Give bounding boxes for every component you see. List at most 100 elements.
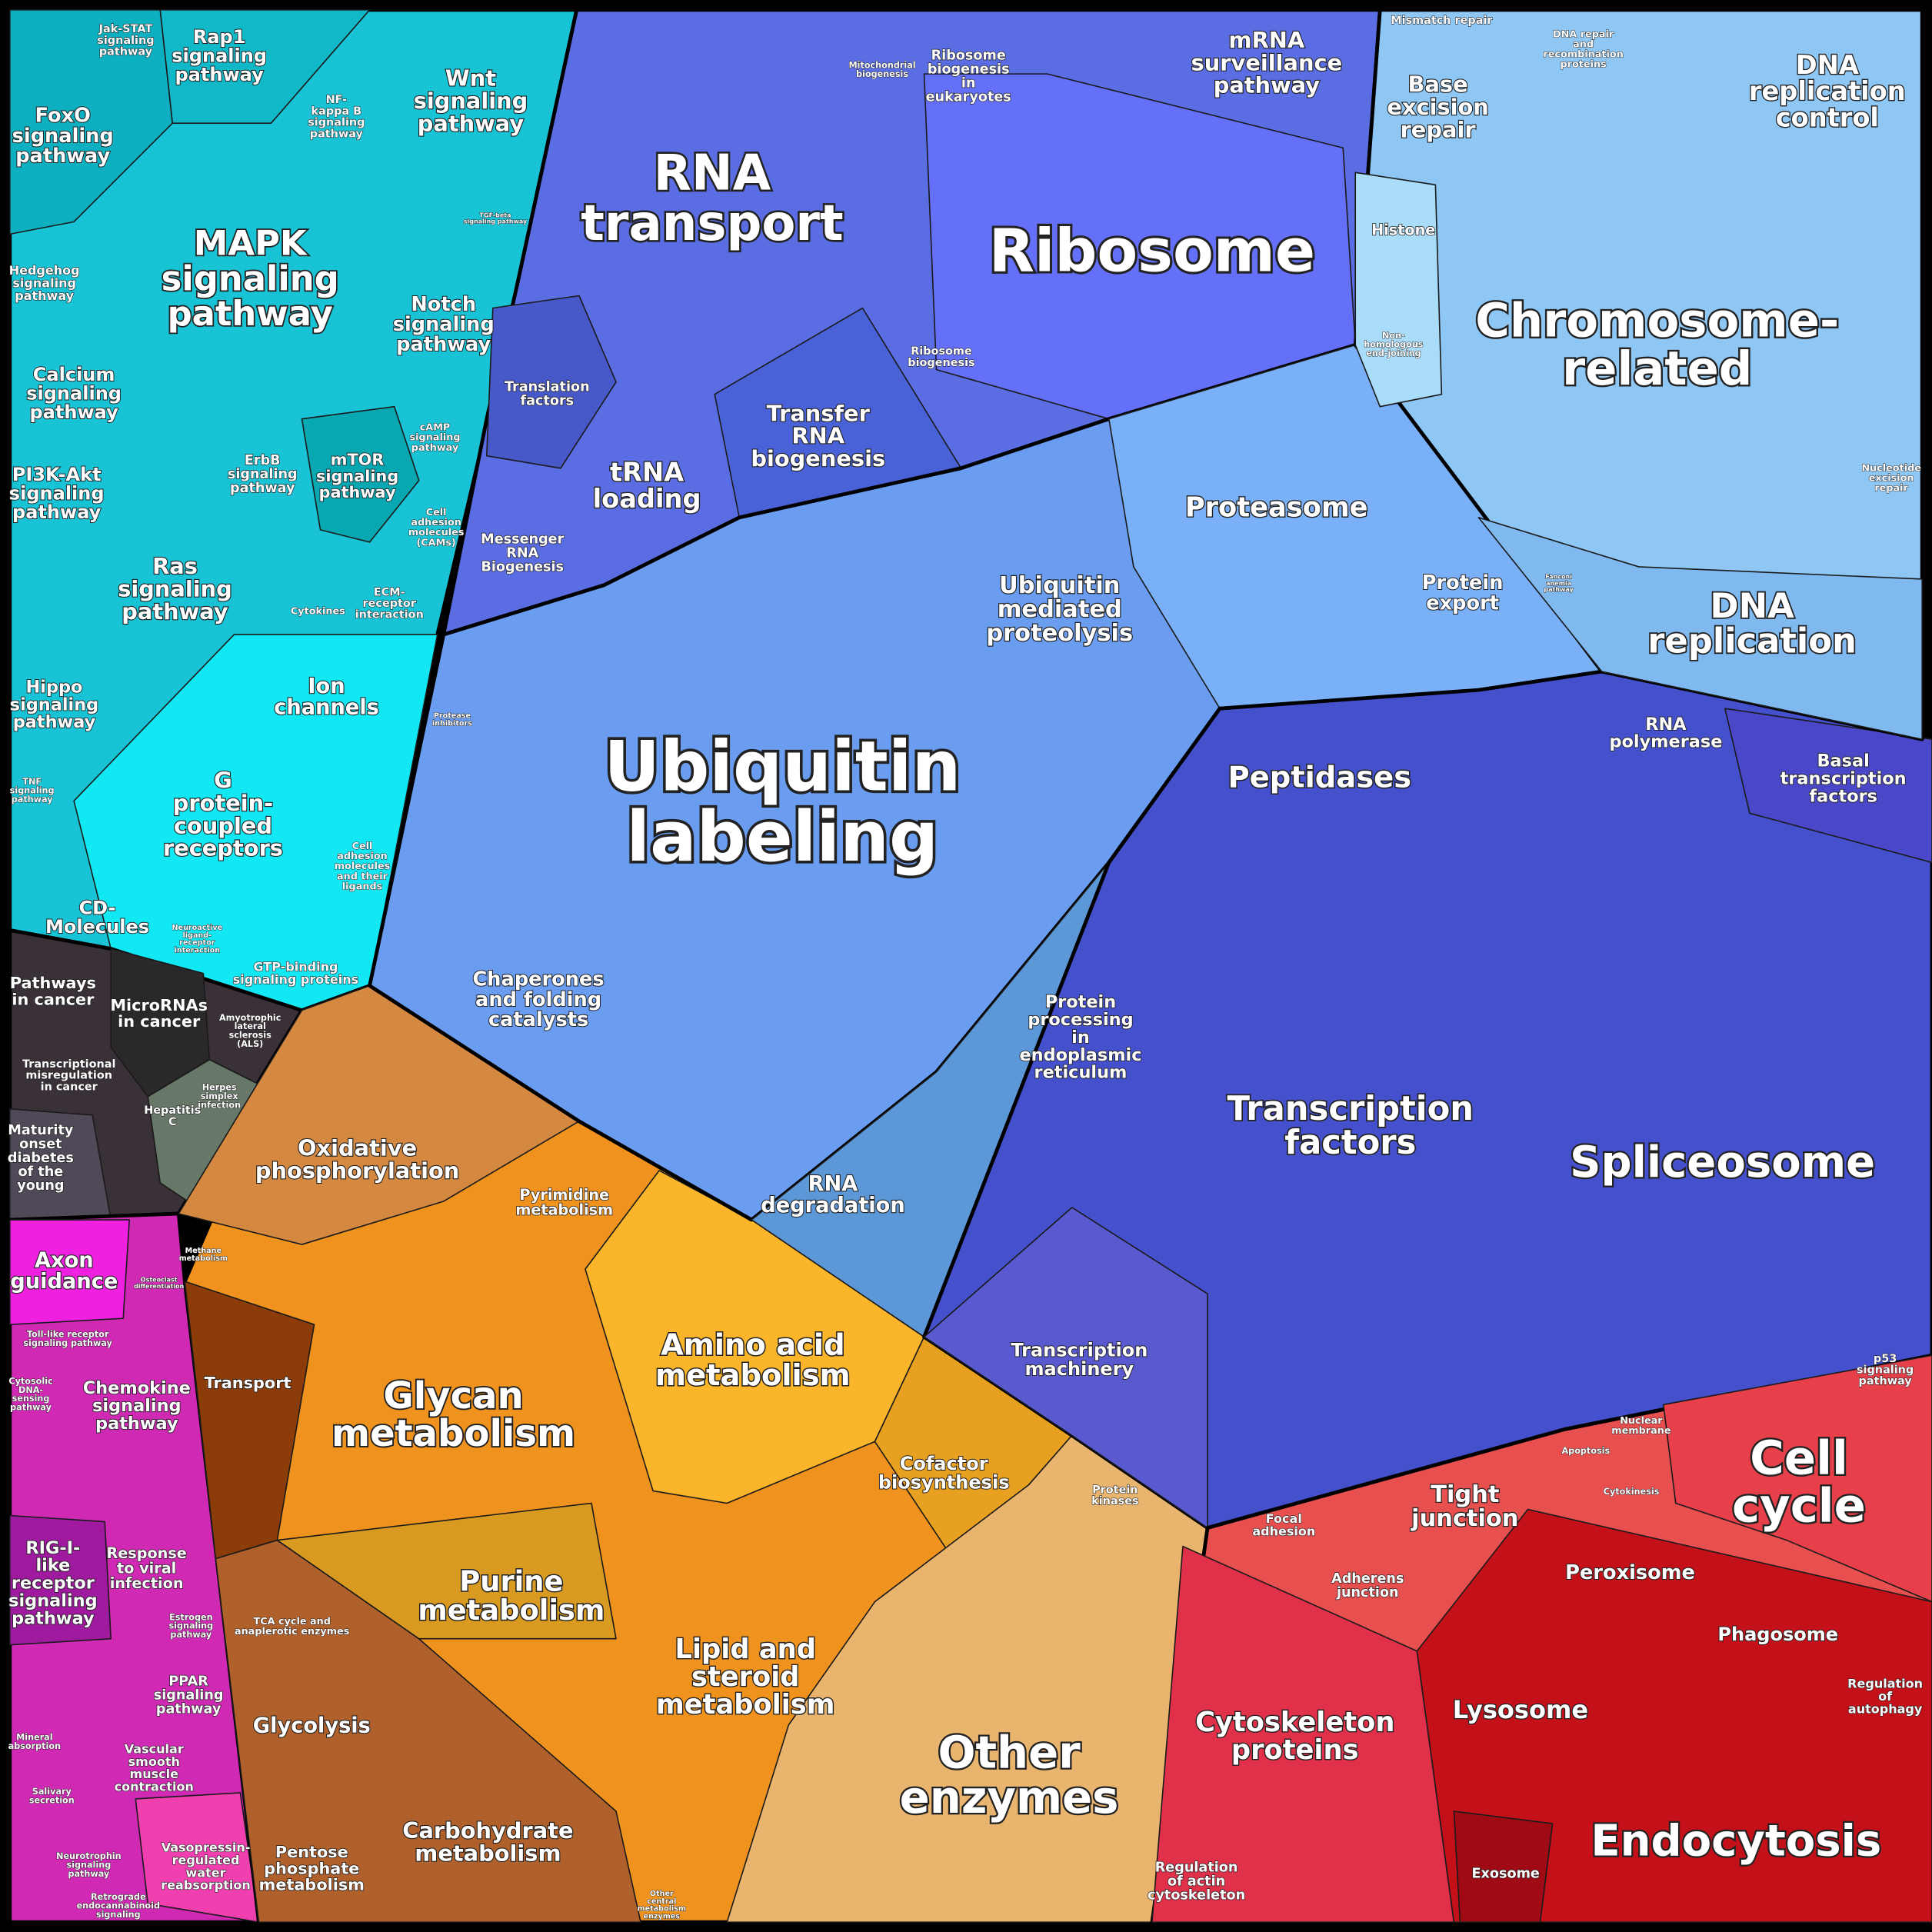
label-line: Ubiquitin [604, 728, 961, 808]
region-label: Basal transcription factors [1780, 751, 1907, 806]
label-line: DNA- [18, 1385, 43, 1395]
label-line: Exosome [1472, 1867, 1540, 1882]
region-label: cAMP signaling pathway [410, 421, 461, 453]
label-line: signaling [66, 1860, 111, 1870]
region-label: Phagosome [1717, 1624, 1838, 1645]
label-line: pathway [418, 110, 525, 136]
region-label: MAPK signaling pathway [162, 223, 339, 335]
label-line: Cytosolic [8, 1376, 52, 1386]
label-line: signaling [92, 1395, 181, 1415]
label-line: Other [938, 1726, 1081, 1778]
label-line: differentiation [134, 1282, 184, 1289]
label-line: mediated [998, 596, 1122, 623]
label-line: signaling [414, 88, 528, 114]
region-label: Proteasome [1185, 492, 1368, 524]
region-label: Axon guidance [10, 1248, 118, 1294]
label-line: Vascular [125, 1741, 184, 1756]
label-line: signaling [228, 467, 298, 482]
region-label: Retrograde endocannabinoid signaling [77, 1892, 160, 1920]
label-line: pathway [230, 481, 295, 496]
region-label: Pathways in cancer [10, 974, 96, 1008]
label-line: labeling [626, 798, 938, 878]
region-label: Carbohydrate metabolism [402, 1817, 573, 1866]
region-label: Base excision repair [1387, 72, 1489, 143]
label-line: Nuclear [1620, 1415, 1663, 1427]
label-line: polymerase [1609, 731, 1722, 751]
label-line: phosphorylation [255, 1158, 459, 1184]
label-line: signaling [308, 117, 365, 129]
region-label: Vasopressin-regulated water reabsorption [161, 1840, 250, 1892]
region-label: Methane metabolism [179, 1247, 228, 1263]
label-line: signaling [1857, 1364, 1914, 1376]
region-label: Rap1 signaling pathway [172, 26, 267, 85]
label-line: (ALS) [237, 1039, 263, 1049]
label-line: control [1776, 102, 1879, 132]
label-line: adhesion [337, 851, 388, 862]
region-label: Ubiquitin labeling [604, 728, 961, 878]
label-line: pathway [13, 712, 96, 732]
label-line: Cell [426, 507, 447, 518]
region-label: Calcium signaling pathway [26, 364, 122, 423]
cell [9, 9, 174, 235]
region-label: Lysosome [1453, 1695, 1588, 1724]
label-line: lateral [235, 1021, 266, 1031]
label-line: reabsorption [161, 1877, 250, 1892]
label-line: central [647, 1897, 676, 1906]
cell [1724, 708, 1932, 864]
label-line: adhesion [411, 517, 461, 528]
label-line: junction [1410, 1504, 1518, 1531]
region-label: Vascular smooth muscle contraction [115, 1741, 194, 1794]
label-line: of actin [1168, 1874, 1225, 1889]
label-line: pathway [29, 401, 118, 423]
label-line: excision [1869, 472, 1914, 484]
label-line: Transcription [1227, 1089, 1474, 1128]
label-line: like [35, 1555, 70, 1575]
label-line: Rap1 [193, 26, 246, 48]
label-line: Protein [1092, 1484, 1138, 1497]
label-line: in [1071, 1027, 1090, 1047]
label-line: mTOR [331, 451, 385, 469]
region-label: Mineral absorption [8, 1733, 61, 1751]
label-line: enzymes [900, 1771, 1119, 1824]
region-label: Jak-STAT signaling pathway [97, 23, 154, 58]
label-line: DNA [1796, 49, 1859, 79]
label-line: pathway [396, 333, 491, 356]
label-line: and folding [475, 988, 601, 1011]
region-label: Amyotrophic lateral sclerosis (ALS) [219, 1013, 281, 1049]
label-line: metabolism [638, 1905, 686, 1914]
region-label: Transcriptional misregulation in cancer [22, 1058, 115, 1093]
label-line: MAPK [194, 223, 308, 264]
label-line: ECM- [374, 586, 405, 598]
label-line: signaling [97, 35, 154, 47]
label-line: Pentose [275, 1843, 348, 1861]
label-line: pathway [10, 1403, 52, 1413]
label-line: Hedgehog [9, 263, 80, 278]
label-line: factors [1284, 1123, 1416, 1161]
region-label: Non-homologous end-joining [1364, 331, 1423, 358]
label-line: Basal [1817, 751, 1869, 771]
region-label: Other enzymes [900, 1726, 1119, 1824]
label-line: factors [1809, 786, 1877, 806]
region-label: Herpes simplex infection [198, 1082, 241, 1110]
label-line: Calcium [33, 364, 115, 385]
region-label: Translation factors [505, 380, 590, 409]
region-label: Spliceosome [1570, 1138, 1875, 1188]
label-line: pathway [156, 1701, 222, 1717]
region-label: Notch signaling pathway [393, 293, 495, 356]
label-line: processing [1028, 1010, 1133, 1030]
label-line: Ras [152, 553, 198, 579]
region-label: DNA replication [1647, 585, 1857, 661]
region-label: Cell adhesion molecules and their ligands [335, 841, 391, 892]
region-label: Mismatch repair [1391, 15, 1493, 27]
label-line: metabolism [656, 1689, 835, 1720]
label-line: PPAR [168, 1674, 208, 1689]
label-line: Chromosome- [1475, 293, 1839, 348]
label-line: Cofactor [900, 1453, 988, 1474]
region-label: Ribosome biogenesis in eukaryotes [926, 48, 1011, 105]
label-line: of the [18, 1164, 63, 1180]
region-label: RNA degradation [761, 1172, 905, 1217]
region-label: Toll-like receptor signaling pathway [23, 1330, 112, 1348]
